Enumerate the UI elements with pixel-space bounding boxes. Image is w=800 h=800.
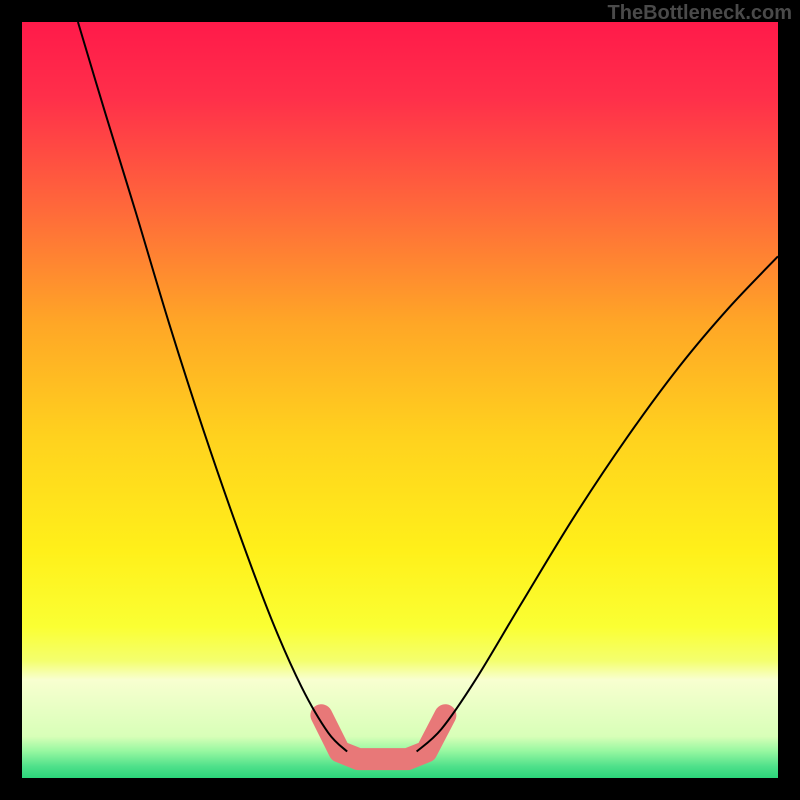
plot-area: [22, 22, 778, 778]
chart-frame: TheBottleneck.com: [0, 0, 800, 800]
gradient-background: [22, 22, 778, 778]
chart-svg: [22, 22, 778, 778]
watermark-text: TheBottleneck.com: [608, 2, 792, 25]
